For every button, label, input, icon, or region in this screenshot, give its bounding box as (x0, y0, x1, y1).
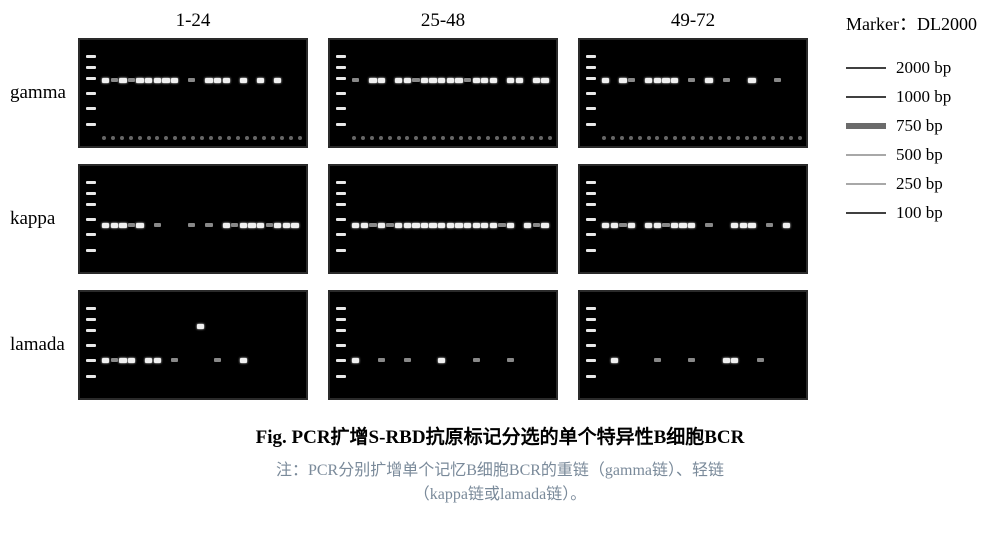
legend-label: 2000 bp (896, 58, 951, 78)
legend-swatch (846, 123, 886, 129)
lanes (602, 292, 802, 398)
marker-title: Marker：DL2000 (846, 10, 977, 36)
column-headers: 1-24 25-48 49-72 (78, 10, 828, 32)
well-dots (352, 136, 552, 140)
ladder (586, 300, 598, 392)
gel-block: 1-24 25-48 49-72 gamma kappa lamada (10, 10, 828, 416)
ladder (586, 174, 598, 266)
lanes (352, 40, 552, 146)
figure-container: 1-24 25-48 49-72 gamma kappa lamada Marker… (10, 10, 990, 507)
lanes (602, 166, 802, 272)
lanes (352, 166, 552, 272)
lanes (102, 40, 302, 146)
ladder (586, 48, 598, 140)
lanes (352, 292, 552, 398)
gel-image (578, 38, 808, 148)
ladder (86, 48, 98, 140)
legend-label: 250 bp (896, 174, 943, 194)
figure-caption: Fig. PCR扩增S-RBD抗原标记分选的单个特异性B细胞BCR (10, 422, 990, 449)
col-header: 25-48 (328, 10, 558, 32)
figure-row: 1-24 25-48 49-72 gamma kappa lamada Marker… (10, 10, 990, 416)
ladder (86, 300, 98, 392)
gel-image (328, 164, 558, 274)
legend-swatch (846, 154, 886, 156)
legend-label: 100 bp (896, 203, 943, 223)
figure-note: 注：PCR分别扩增单个记忆B细胞BCR的重链（gamma链）、轻链 （kappa… (10, 459, 990, 507)
legend-row: 100 bp (846, 203, 977, 223)
ladder (86, 174, 98, 266)
gel-image (78, 38, 308, 148)
legend-label: 1000 bp (896, 87, 951, 107)
gel-image (78, 290, 308, 400)
legend-swatch (846, 183, 886, 185)
legend-items: 2000 bp 1000 bp 750 bp 500 bp 250 bp 100 bp (846, 58, 977, 223)
well-dots (602, 136, 802, 140)
col-header: 1-24 (78, 10, 308, 32)
col-header: 49-72 (578, 10, 808, 32)
legend-swatch (846, 212, 886, 214)
gel-image (578, 164, 808, 274)
row-label: kappa (10, 208, 72, 230)
gel-row: gamma (10, 38, 828, 148)
legend-swatch (846, 96, 886, 98)
gel-row: lamada (10, 290, 828, 400)
lanes (102, 166, 302, 272)
ladder (336, 48, 348, 140)
legend-row: 1000 bp (846, 87, 977, 107)
row-label: lamada (10, 334, 72, 356)
legend-row: 2000 bp (846, 58, 977, 78)
marker-legend: Marker：DL2000 2000 bp 1000 bp 750 bp 500 bp… (846, 10, 977, 232)
row-label: gamma (10, 82, 72, 104)
gel-rows: gamma kappa lamada (10, 38, 828, 416)
gel-image (578, 290, 808, 400)
note-line: 注：PCR分别扩增单个记忆B细胞BCR的重链（gamma链）、轻链 (276, 462, 724, 479)
gel-image (328, 38, 558, 148)
lanes (102, 292, 302, 398)
gel-image (78, 164, 308, 274)
legend-label: 750 bp (896, 116, 943, 136)
well-dots (102, 136, 302, 140)
ladder (336, 174, 348, 266)
lanes (602, 40, 802, 146)
legend-row: 500 bp (846, 145, 977, 165)
note-line: （kappa链或lamada链）。 (414, 486, 586, 503)
legend-swatch (846, 67, 886, 69)
gel-image (328, 290, 558, 400)
legend-row: 750 bp (846, 116, 977, 136)
ladder (336, 300, 348, 392)
gel-row: kappa (10, 164, 828, 274)
legend-row: 250 bp (846, 174, 977, 194)
legend-label: 500 bp (896, 145, 943, 165)
